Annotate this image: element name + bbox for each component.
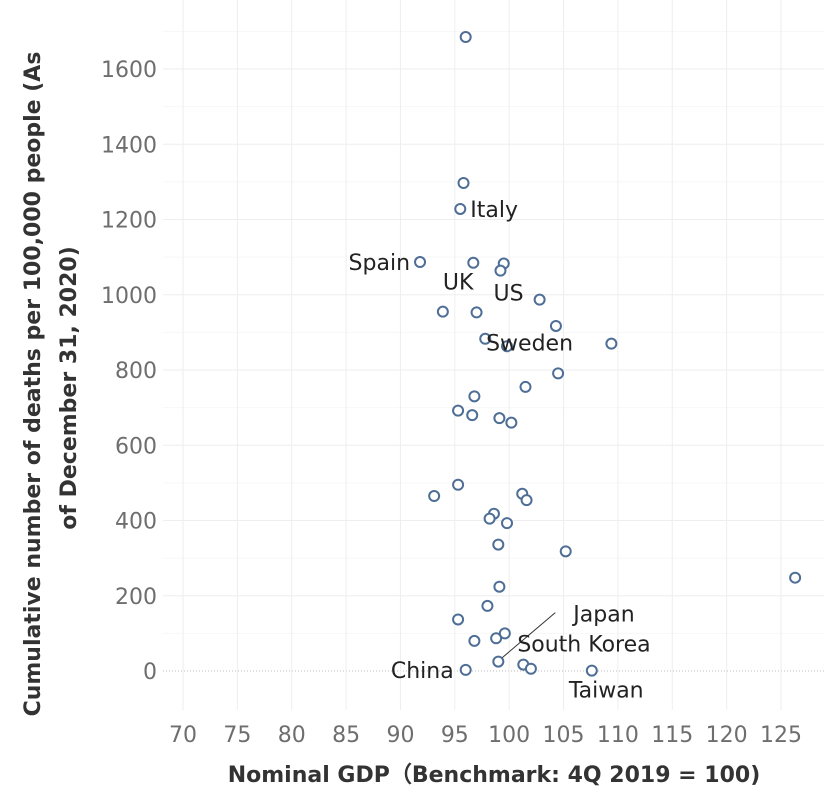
data-point	[468, 634, 481, 647]
data-point	[481, 599, 494, 612]
data-point	[483, 512, 496, 525]
data-point	[524, 662, 537, 675]
data-point	[452, 478, 465, 491]
data-point	[428, 490, 441, 503]
data-point	[789, 571, 802, 584]
y-tick-label: 400	[115, 510, 157, 535]
point-label-japan: Japan	[571, 603, 634, 628]
data-point	[454, 202, 467, 215]
y-tick-label: 200	[115, 585, 157, 610]
point-label-taiwan: Taiwan	[568, 679, 644, 704]
point-label-uk: UK	[443, 271, 474, 296]
y-axis-title-line-2: of December 31, 2020)	[57, 246, 82, 530]
x-tick-label: 90	[386, 723, 414, 748]
y-tick-label: 1200	[101, 209, 157, 234]
point-label-us: US	[493, 282, 523, 307]
x-axis-ticks: 70 75 80 85 90 95 100 105 110 115 120 125	[169, 723, 802, 748]
x-tick-label: 100	[488, 723, 530, 748]
data-point	[492, 538, 505, 551]
x-tick-label: 120	[706, 723, 748, 748]
data-point	[559, 545, 572, 558]
y-tick-label: 1000	[101, 284, 157, 309]
point-label-spain: Spain	[349, 251, 410, 276]
data-point	[459, 31, 472, 44]
x-tick-label: 75	[223, 723, 251, 748]
data-point	[605, 337, 618, 350]
data-point	[459, 663, 472, 676]
x-tick-label: 105	[543, 723, 585, 748]
x-tick-label: 80	[278, 723, 306, 748]
data-point	[452, 613, 465, 626]
data-point	[457, 177, 470, 190]
point-labels: Italy Spain US UK Sweden Japan South Korea Chin…	[349, 198, 651, 704]
data-point	[498, 627, 511, 640]
y-tick-label: 600	[115, 434, 157, 459]
data-point	[436, 305, 449, 318]
data-point	[466, 409, 479, 422]
y-tick-label: 0	[143, 660, 157, 685]
data-point	[501, 340, 514, 353]
point-label-sweden: Sweden	[486, 331, 573, 356]
y-tick-label: 1600	[101, 58, 157, 83]
y-axis-ticks: 0 200 400 600 800 1000 1200 1400 1600	[101, 58, 157, 685]
x-axis-title: Nominal GDP（Benchmark: 4Q 2019 = 100)	[228, 763, 761, 788]
data-point	[468, 390, 481, 403]
point-label-south-korea: South Korea	[517, 633, 650, 658]
data-point	[493, 412, 506, 425]
data-point	[470, 306, 483, 319]
x-tick-label: 110	[597, 723, 639, 748]
x-tick-label: 95	[441, 723, 469, 748]
data-point	[501, 517, 514, 530]
y-axis-title-line-1: Cumulative number of deaths per 100,000 …	[21, 52, 46, 717]
data-point	[494, 264, 507, 277]
leader-line	[501, 612, 556, 658]
data-point	[414, 256, 427, 269]
data-point	[479, 332, 492, 345]
point-label-china: China	[391, 659, 454, 684]
grid	[163, 0, 824, 710]
x-tick-label: 115	[651, 723, 693, 748]
data-point	[533, 293, 546, 306]
data-point	[492, 655, 505, 668]
data-point	[585, 664, 598, 677]
data-point	[552, 367, 565, 380]
data-point	[549, 319, 562, 332]
data-point	[467, 256, 480, 269]
data-points	[414, 31, 802, 677]
x-tick-label: 70	[169, 723, 197, 748]
data-point	[493, 580, 506, 593]
data-point	[452, 404, 465, 417]
x-tick-label: 85	[332, 723, 360, 748]
y-tick-label: 800	[115, 359, 157, 384]
point-label-italy: Italy	[470, 198, 518, 223]
data-point	[519, 380, 532, 393]
data-point	[520, 494, 533, 507]
data-point	[490, 632, 503, 645]
x-tick-label: 125	[760, 723, 802, 748]
data-point	[505, 416, 518, 429]
y-tick-label: 1400	[101, 133, 157, 158]
